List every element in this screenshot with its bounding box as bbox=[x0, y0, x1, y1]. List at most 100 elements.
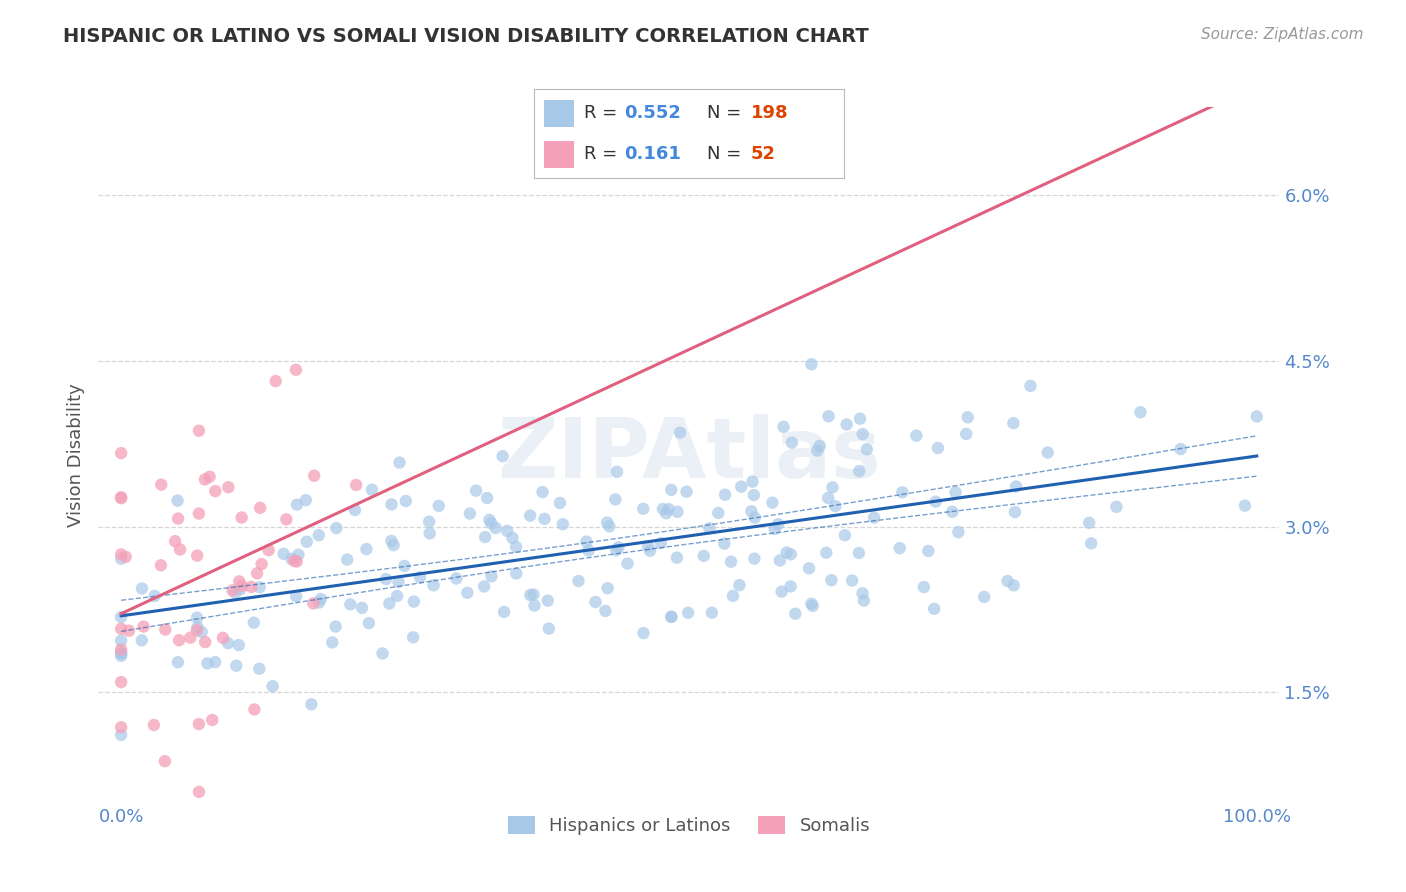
Point bbox=[110, 622, 132, 636]
Legend: Hispanics or Latinos, Somalis: Hispanics or Latinos, Somalis bbox=[501, 809, 877, 842]
Point bbox=[824, 499, 846, 513]
Point bbox=[285, 589, 308, 603]
Point bbox=[693, 549, 716, 563]
Point bbox=[201, 713, 224, 727]
Point bbox=[479, 516, 502, 531]
Point bbox=[409, 570, 432, 584]
Point bbox=[744, 551, 766, 566]
Point bbox=[110, 551, 132, 566]
Point bbox=[371, 647, 394, 661]
Point bbox=[212, 631, 235, 645]
Point bbox=[659, 483, 682, 497]
Point bbox=[187, 717, 209, 731]
Point bbox=[110, 646, 132, 660]
Point bbox=[228, 638, 250, 652]
Point bbox=[744, 510, 766, 524]
Point bbox=[856, 442, 879, 457]
Point bbox=[699, 521, 721, 535]
Point bbox=[118, 624, 141, 638]
Point bbox=[655, 506, 678, 520]
Point bbox=[302, 468, 325, 483]
Point bbox=[456, 586, 478, 600]
Point bbox=[131, 633, 153, 648]
Point bbox=[422, 578, 444, 592]
Point bbox=[531, 485, 554, 500]
Point bbox=[110, 610, 132, 624]
Point bbox=[905, 428, 928, 442]
Point bbox=[607, 541, 630, 555]
Point bbox=[155, 623, 177, 637]
Point bbox=[676, 606, 699, 620]
Point bbox=[820, 573, 842, 587]
Point bbox=[659, 609, 682, 624]
Point bbox=[380, 533, 402, 548]
Point bbox=[243, 702, 266, 716]
Point bbox=[769, 553, 792, 567]
Point bbox=[221, 583, 243, 598]
Point bbox=[1170, 442, 1192, 456]
Point bbox=[110, 548, 132, 562]
Text: 52: 52 bbox=[751, 145, 776, 163]
Point bbox=[394, 558, 416, 573]
Text: 0.161: 0.161 bbox=[624, 145, 681, 163]
Point bbox=[835, 417, 858, 432]
Point bbox=[1105, 500, 1128, 514]
Point bbox=[523, 599, 546, 613]
Point bbox=[834, 528, 856, 542]
Point bbox=[308, 528, 330, 542]
Point bbox=[249, 500, 271, 515]
Point bbox=[287, 548, 309, 562]
Point bbox=[472, 579, 495, 593]
Point bbox=[186, 620, 208, 634]
Point bbox=[852, 427, 875, 442]
Point bbox=[505, 540, 527, 554]
Point bbox=[1233, 499, 1256, 513]
Point bbox=[770, 584, 793, 599]
Point bbox=[575, 534, 598, 549]
Point bbox=[1019, 379, 1042, 393]
Point bbox=[1002, 416, 1025, 430]
Point bbox=[605, 543, 627, 558]
Point bbox=[325, 521, 347, 535]
Point bbox=[110, 446, 132, 460]
Point bbox=[505, 566, 527, 581]
Point bbox=[110, 490, 132, 504]
Point bbox=[720, 555, 742, 569]
Text: N =: N = bbox=[707, 104, 748, 122]
Point bbox=[669, 425, 692, 440]
Point bbox=[742, 488, 765, 502]
Point bbox=[131, 582, 153, 596]
Point bbox=[110, 728, 132, 742]
Point bbox=[167, 655, 190, 669]
Point bbox=[229, 582, 252, 597]
Point bbox=[167, 633, 190, 648]
Point bbox=[149, 558, 172, 573]
Point bbox=[194, 473, 217, 487]
Point bbox=[772, 419, 794, 434]
Point bbox=[494, 605, 516, 619]
Point bbox=[225, 658, 247, 673]
Point bbox=[519, 588, 541, 602]
Point bbox=[728, 578, 751, 592]
Point bbox=[567, 574, 589, 588]
Point bbox=[382, 538, 405, 552]
Point bbox=[187, 424, 209, 438]
Point bbox=[817, 409, 839, 424]
Point bbox=[228, 574, 250, 589]
Point bbox=[492, 449, 515, 463]
Point bbox=[548, 496, 571, 510]
Point bbox=[264, 374, 287, 388]
Point bbox=[110, 720, 132, 734]
Point bbox=[250, 557, 273, 571]
Point bbox=[198, 470, 221, 484]
Point bbox=[851, 586, 873, 600]
Point bbox=[780, 435, 803, 450]
Point bbox=[658, 502, 681, 516]
Point bbox=[295, 493, 318, 508]
Point bbox=[419, 526, 441, 541]
Point bbox=[616, 557, 638, 571]
Point bbox=[132, 619, 155, 633]
Point bbox=[637, 539, 659, 553]
Point bbox=[243, 615, 266, 630]
Point bbox=[779, 579, 801, 593]
